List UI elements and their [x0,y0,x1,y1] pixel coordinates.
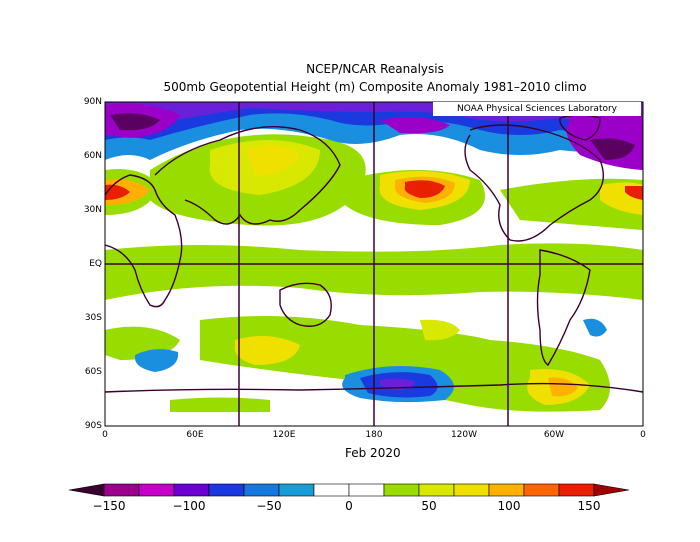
lon-label-60w: 60W [534,430,574,440]
lat-label-60n: 60N [80,151,102,161]
colorbar-label-minus50: −50 [244,499,294,513]
lon-label-0-right: 0 [623,430,663,440]
lat-label-90n: 90N [80,97,102,107]
lat-label-eq: EQ [80,259,102,269]
colorbar-label-minus100: −100 [164,499,214,513]
lon-label-180: 180 [354,430,394,440]
colorbar-label-0: 0 [324,499,374,513]
lat-label-30s: 30S [80,313,102,323]
lat-label-30n: 30N [80,205,102,215]
colorbar-label-150: 150 [564,499,614,513]
date-label: Feb 2020 [345,446,401,460]
anomaly-positive-green-sindian [170,398,270,413]
colorbar-label-minus150: −150 [84,499,134,513]
lon-label-120e: 120E [264,430,304,440]
lon-label-60e: 60E [175,430,215,440]
lon-label-120w: 120W [444,430,484,440]
credit-label: NOAA Physical Sciences Laboratory [433,102,641,116]
lon-label-0: 0 [85,430,125,440]
colorbar-label-100: 100 [484,499,534,513]
lat-label-60s: 60S [80,367,102,377]
colorbar-label-50: 50 [404,499,454,513]
